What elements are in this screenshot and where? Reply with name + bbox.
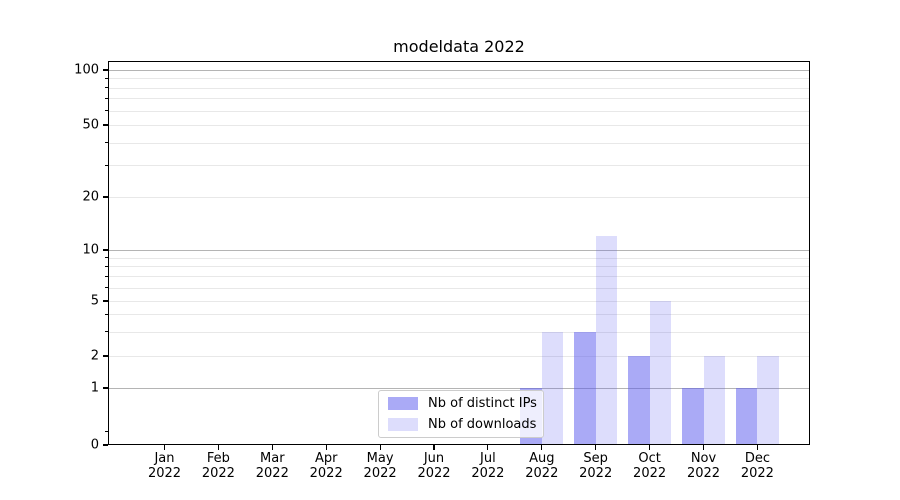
y-tick-label-100: 100 [74,62,99,78]
y-minor-tick-6 [105,287,108,288]
x-tick-label-nov: Nov 2022 [686,451,721,482]
y-minor-tick-8 [105,266,108,267]
x-tick-label-may: May 2022 [363,451,397,482]
gridline-y-60 [108,110,810,112]
gridline-y-7 [108,276,810,278]
bar-sep-distinct-ips [574,331,596,445]
x-tick-nov [702,445,705,450]
x-tick-label-aug: Aug 2022 [525,451,559,482]
y-tick-label-0: 0 [90,437,99,453]
legend-swatch-downloads [388,417,418,431]
gridline-y-10 [108,250,810,251]
gridline-y-3 [108,331,810,333]
x-tick-sep [595,445,597,450]
x-tick-apr [325,445,327,450]
gridline-y-50 [108,125,810,126]
bar-dec-distinct-ips [735,388,758,445]
y-minor-tick-80 [105,87,108,89]
gridline-y-1 [108,388,810,389]
y-minor-tick-40 [105,142,108,143]
gridline-y-80 [108,87,810,89]
x-tick-label-apr: Apr 2022 [309,451,343,482]
bar-oct-downloads [649,301,672,445]
y-tick-1 [103,387,108,389]
x-tick-label-jun: Jun 2022 [417,451,451,482]
y-tick-2 [103,355,108,357]
x-tick-label-jul: Jul 2022 [471,451,505,482]
legend-row-distinct-ips: Nb of distinct IPs [388,396,537,412]
y-minor-tick-90 [105,77,108,79]
y-tick-50 [103,124,108,126]
bar-sep-downloads [595,236,618,445]
y-minor-tick-0.5 [105,430,108,432]
gridline-y-40 [108,142,810,144]
legend-label-distinct-ips: Nb of distinct IPs [428,396,537,412]
y-tick-label-20: 20 [82,189,99,205]
y-minor-tick-7 [105,275,108,277]
legend-swatch-distinct-ips [388,397,418,411]
gridline-y-70 [108,98,810,100]
bar-dec-downloads [757,356,779,445]
bar-nov-distinct-ips [682,388,704,445]
bar-aug-downloads [541,331,564,445]
x-tick-jul [487,445,489,450]
y-minor-tick-4 [105,313,108,315]
x-tick-label-oct: Oct 2022 [633,451,667,482]
y-tick-5 [103,300,108,302]
x-tick-jan [163,445,166,450]
bar-oct-distinct-ips [628,356,650,445]
y-tick-10 [103,249,108,251]
y-tick-100 [103,69,108,71]
x-tick-jun [433,445,435,450]
y-tick-label-1: 1 [90,380,99,396]
y-minor-tick-9 [105,257,108,259]
chart-title: modeldata 2022 [393,37,525,56]
gridline-y-8 [108,266,810,268]
gridline-y-6 [108,287,810,289]
x-tick-may [379,445,381,450]
gridline-y-2 [108,356,810,357]
x-tick-aug [541,445,543,450]
gridline-y-90 [108,78,810,80]
gridline-y-4 [108,314,810,316]
gridline-y-100 [108,70,810,71]
x-tick-label-dec: Dec 2022 [740,451,774,482]
x-tick-label-sep: Sep 2022 [579,451,613,482]
x-tick-label-feb: Feb 2022 [201,451,235,482]
y-minor-tick-70 [105,97,108,99]
y-tick-label-10: 10 [82,242,99,258]
y-tick-label-50: 50 [82,117,99,133]
y-tick-label-2: 2 [90,348,99,364]
legend-label-downloads: Nb of downloads [428,416,537,432]
y-minor-tick-60 [105,110,108,111]
y-minor-tick-30 [105,164,108,166]
legend: Nb of distinct IPs Nb of downloads [378,390,544,438]
x-tick-feb [217,445,219,450]
gridline-y-20 [108,197,810,198]
legend-row-downloads: Nb of downloads [388,416,537,433]
x-tick-label-jan: Jan 2022 [147,451,182,482]
x-tick-label-mar: Mar 2022 [255,451,289,482]
bar-nov-downloads [703,356,725,445]
y-minor-tick-3 [105,331,108,333]
x-tick-mar [271,445,273,450]
y-tick-0 [103,444,108,446]
gridline-y-30 [108,165,810,167]
y-tick-label-5: 5 [90,293,99,309]
gridline-y-9 [108,257,810,259]
x-tick-dec [756,445,758,450]
x-tick-oct [649,445,651,450]
y-tick-20 [103,196,108,198]
gridline-y-5 [108,301,810,302]
